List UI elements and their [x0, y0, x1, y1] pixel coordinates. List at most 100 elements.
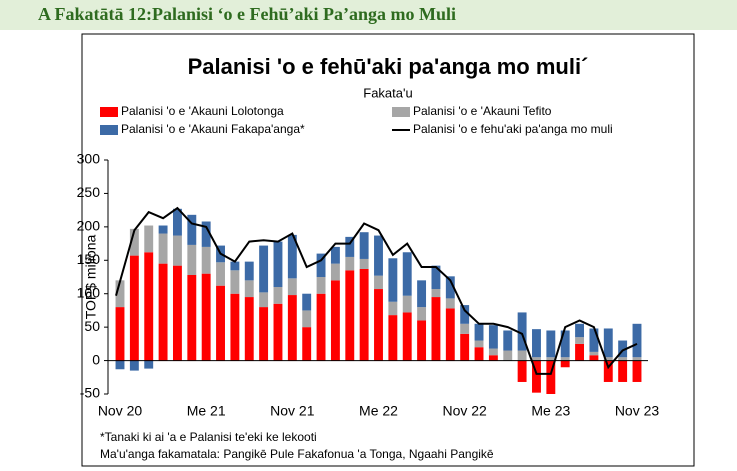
chart-frame — [81, 33, 695, 467]
bar — [546, 357, 556, 361]
bar — [474, 323, 484, 341]
bar — [158, 263, 168, 361]
bar — [575, 323, 585, 338]
legend-swatch — [100, 125, 118, 135]
bar — [158, 233, 168, 264]
x-tick-label: Me 22 — [359, 403, 398, 419]
legend-label: Palanisi 'o e 'Akauni Fakapa'anga* — [121, 122, 305, 136]
bar — [230, 293, 240, 361]
bar — [445, 308, 455, 361]
x-tick-label: Nov 23 — [615, 403, 660, 419]
bar — [230, 261, 240, 271]
bar — [388, 301, 398, 316]
bar — [330, 280, 340, 361]
bar — [460, 333, 470, 361]
bar — [517, 350, 527, 361]
bar — [259, 307, 269, 361]
bar — [517, 312, 527, 351]
bar — [417, 280, 427, 308]
bar — [115, 280, 125, 308]
bar — [431, 265, 441, 290]
x-tick-label: Nov 20 — [98, 403, 143, 419]
y-tick-label: 150 — [77, 251, 101, 267]
bar — [345, 270, 355, 361]
x-tick-label: Me 21 — [187, 403, 226, 419]
bar — [517, 360, 527, 382]
bar — [374, 235, 383, 276]
legend-swatch — [392, 107, 410, 117]
x-tick-label: Me 23 — [531, 403, 570, 419]
bar — [244, 280, 254, 298]
y-tick-label: -50 — [80, 385, 100, 401]
header-title: A Fakatātā 12:Palanisi ‘o e Fehū’aki Pa’… — [38, 4, 456, 24]
bar — [144, 252, 154, 361]
bar — [532, 360, 541, 393]
legend-label: Palanisi 'o e 'Akauni Tefito — [413, 104, 552, 118]
bar — [144, 360, 154, 369]
bar — [402, 252, 412, 296]
bar — [244, 297, 254, 361]
bar — [259, 292, 269, 308]
bar — [460, 305, 470, 324]
bar — [129, 255, 139, 361]
bar — [273, 287, 283, 304]
bar — [129, 360, 139, 371]
x-tick-label: Nov 21 — [270, 403, 315, 419]
bar — [632, 357, 642, 361]
bar — [618, 357, 628, 361]
bar — [287, 278, 297, 296]
bar — [187, 214, 197, 245]
bar — [115, 307, 125, 361]
bar — [359, 268, 369, 361]
bar — [560, 330, 570, 358]
bar — [532, 329, 541, 358]
bar — [618, 340, 628, 358]
bar — [216, 262, 225, 286]
bar — [431, 289, 441, 298]
bar — [388, 258, 398, 302]
y-tick-label: 50 — [84, 318, 100, 334]
bar — [244, 261, 254, 281]
header-bar: A Fakatātā 12:Palanisi ‘o e Fehū’aki Pa’… — [0, 0, 737, 30]
bar — [632, 360, 642, 382]
bar — [359, 232, 369, 259]
bar — [302, 310, 312, 328]
bar — [575, 343, 585, 361]
bar — [273, 241, 283, 288]
legend-label: Palanisi 'o e 'Akauni Lolotonga — [121, 104, 284, 118]
bar — [201, 273, 211, 361]
source-note: Ma'u'anga fakamatala: Pangikē Pule Fakaf… — [100, 447, 494, 461]
note: *Tanaki ki ai 'a e Palanisi te'eki ke le… — [100, 430, 317, 444]
bar — [144, 225, 154, 253]
bar — [417, 320, 427, 361]
bar — [589, 328, 599, 352]
y-tick-label: 250 — [77, 184, 101, 200]
bar — [503, 350, 513, 361]
bar — [488, 355, 498, 361]
bar — [560, 360, 570, 368]
bar — [345, 236, 355, 257]
bar — [488, 348, 498, 356]
bar — [488, 325, 498, 349]
bar — [172, 208, 182, 236]
bar — [316, 277, 326, 294]
bar — [359, 258, 369, 269]
bar — [158, 225, 168, 234]
y-tick-label: 0 — [92, 351, 100, 367]
bar — [259, 245, 269, 293]
y-axis-label: TOP$ miliona — [83, 235, 99, 320]
bar — [460, 323, 470, 334]
bar — [546, 360, 556, 394]
bar — [316, 293, 326, 361]
bar — [201, 221, 211, 247]
bar — [216, 285, 225, 361]
bar — [187, 244, 197, 275]
bar — [589, 355, 599, 361]
chart-subtitle: Fakata'u — [363, 85, 412, 100]
bar — [129, 228, 139, 256]
bar — [287, 234, 297, 279]
bar — [417, 307, 427, 321]
bar — [374, 289, 383, 361]
bar — [632, 323, 642, 358]
bar — [402, 295, 412, 313]
